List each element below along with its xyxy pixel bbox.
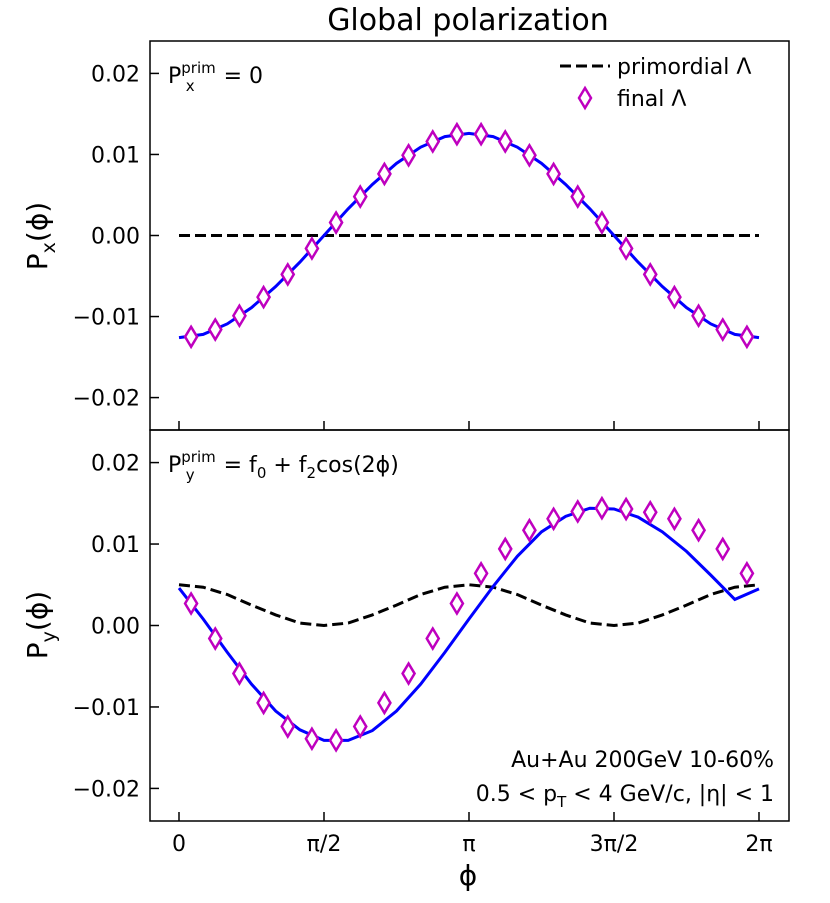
- x-tick-label: 3π/2: [590, 832, 639, 857]
- final-marker: [570, 499, 586, 524]
- model-line: [177, 506, 760, 742]
- final-marker: [594, 495, 610, 521]
- final-marker: [183, 324, 199, 350]
- legend: primordial Λ final Λ: [560, 55, 751, 112]
- top-annotation: Pprim x = 0: [168, 59, 263, 95]
- top-ylabel: Px(ϕ): [21, 202, 60, 270]
- final-marker: [618, 236, 634, 261]
- y-tick-label: 0.00: [91, 615, 140, 640]
- final-marker: [473, 121, 489, 147]
- x-tick-label: π/2: [307, 832, 342, 857]
- panel-bottom: 0.02 0.01 0.00 −0.01 −0.02 0 π/2 π 3π/2 2π Pprim y…: [21, 429, 790, 857]
- final-marker: [231, 303, 247, 329]
- final-marker: [207, 626, 223, 651]
- final-marker: [715, 317, 731, 342]
- primordial-line: [178, 583, 760, 628]
- final-marker: [497, 536, 513, 562]
- final-marker: [642, 499, 658, 525]
- final-marker: [328, 727, 344, 753]
- note-line-1: Au+Au 200GeV 10-60%: [511, 748, 774, 773]
- final-marker: [352, 184, 368, 210]
- x-tick-label: π: [462, 832, 475, 857]
- y-tick-label: −0.01: [73, 306, 140, 331]
- final-marker: [739, 324, 755, 350]
- final-marker: [691, 303, 707, 329]
- final-marker: [304, 236, 320, 261]
- final-marker: [642, 261, 658, 287]
- final-marker: [666, 506, 682, 532]
- final-marker: [666, 284, 682, 310]
- y-tick-label: −0.02: [73, 777, 140, 802]
- final-marker: [304, 726, 320, 752]
- final-marker: [207, 317, 223, 342]
- y-tick-label: −0.01: [73, 696, 140, 721]
- final-marker: [521, 142, 537, 168]
- final-marker: [473, 560, 489, 586]
- final-marker: [521, 517, 537, 543]
- final-marker: [231, 661, 247, 686]
- y-tick-label: 0.02: [91, 62, 140, 87]
- final-marker: [401, 661, 417, 686]
- y-tick-label: 0.00: [91, 225, 140, 250]
- chart-title: Global polarization: [327, 3, 609, 38]
- legend-final-label: final Λ: [617, 87, 686, 112]
- bottom-ylabel: Py(ϕ): [21, 591, 60, 659]
- x-axis-label: ϕ: [459, 859, 477, 892]
- final-marker: [449, 121, 465, 147]
- bottom-annotation: Pprim y = f0 + f2cos(2ϕ): [168, 448, 399, 484]
- final-marker: [401, 142, 417, 168]
- final-marker: [546, 506, 562, 532]
- final-marker: [280, 261, 296, 287]
- final-marker: [691, 517, 707, 543]
- final-marker: [256, 690, 272, 716]
- x-tick-label: 2π: [745, 832, 772, 857]
- final-marker: [183, 591, 199, 616]
- y-tick-label: 0.01: [91, 143, 140, 168]
- final-marker: [328, 210, 344, 235]
- final-marker: [449, 591, 465, 616]
- final-marker: [546, 161, 562, 187]
- final-marker: [425, 129, 441, 154]
- final-marker: [739, 560, 755, 586]
- y-tick-label: 0.01: [91, 533, 140, 558]
- final-marker: [425, 626, 441, 651]
- final-marker: [715, 536, 731, 562]
- final-marker: [376, 161, 392, 187]
- y-tick-label: 0.02: [91, 452, 140, 477]
- final-marker: [497, 129, 513, 154]
- final-marker: [594, 210, 610, 235]
- legend-primordial-label: primordial Λ: [617, 55, 751, 80]
- final-marker: [256, 284, 272, 310]
- legend-final-swatch: [577, 85, 593, 111]
- final-marker: [280, 714, 296, 739]
- note-line-2: 0.5 < pT < 4 GeV/c, |η| < 1: [476, 782, 774, 811]
- final-marker: [352, 714, 368, 739]
- panel-top: 0.02 0.01 0.00 −0.01 −0.02 Pprim x = 0 primor…: [21, 40, 790, 431]
- x-tick-label: 0: [172, 832, 186, 857]
- final-marker: [376, 690, 392, 716]
- final-marker: [570, 184, 586, 210]
- y-tick-label: −0.02: [73, 387, 140, 412]
- final-marker: [618, 496, 634, 522]
- model-line: [178, 131, 760, 340]
